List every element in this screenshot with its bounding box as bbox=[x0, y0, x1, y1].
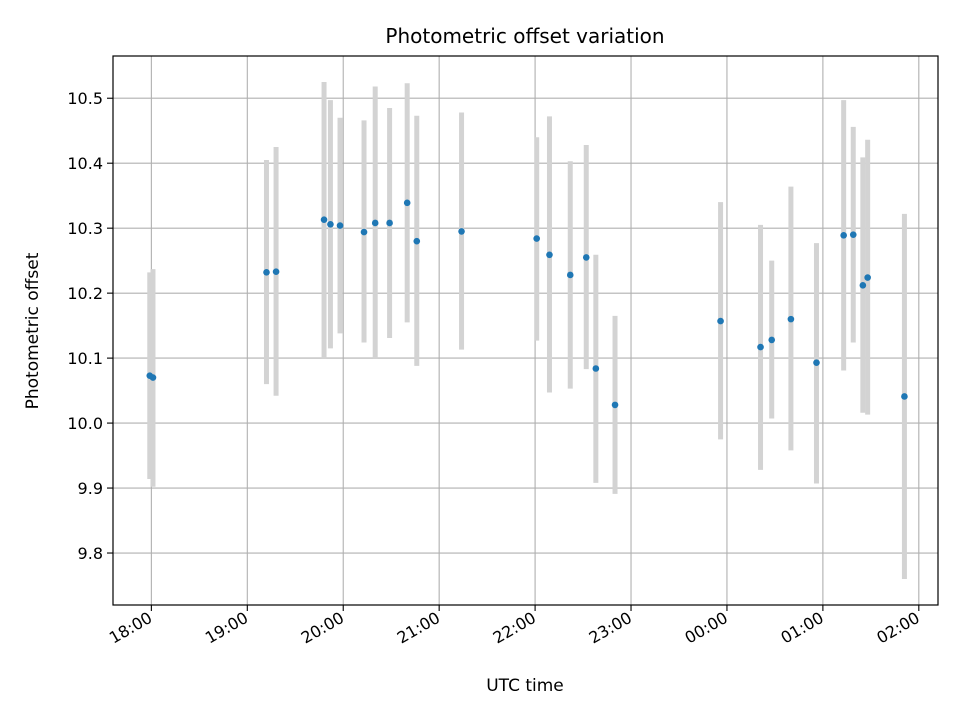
data-point bbox=[371, 219, 379, 227]
data-point bbox=[360, 228, 368, 236]
data-point bbox=[272, 268, 280, 276]
data-point bbox=[717, 317, 724, 325]
data-point bbox=[787, 315, 795, 323]
y-tick-label: 10.4 bbox=[67, 154, 103, 173]
data-point bbox=[320, 216, 328, 224]
data-point bbox=[458, 228, 465, 235]
y-tick-label: 9.8 bbox=[78, 544, 103, 563]
data-point bbox=[403, 199, 411, 207]
data-point bbox=[327, 220, 334, 228]
data-point bbox=[582, 254, 590, 261]
y-tick-label: 10.2 bbox=[67, 284, 103, 303]
grid bbox=[113, 56, 938, 605]
data-point bbox=[386, 219, 393, 227]
y-tick-label: 10.5 bbox=[67, 89, 103, 108]
data-point bbox=[849, 231, 857, 238]
data-point bbox=[336, 222, 344, 229]
data-point bbox=[533, 235, 540, 242]
y-axis-ticks: 9.8 9.9 10.0 10.1 10.2 10.3 10.4 10.5 bbox=[67, 89, 113, 563]
data-point bbox=[546, 251, 553, 259]
data-point bbox=[757, 343, 764, 351]
data-point bbox=[149, 374, 157, 381]
y-tick-label: 9.9 bbox=[78, 479, 103, 498]
y-tick-label: 10.1 bbox=[67, 349, 103, 368]
data-points bbox=[146, 199, 908, 409]
chart-title: Photometric offset variation bbox=[385, 24, 664, 48]
data-point bbox=[901, 393, 908, 400]
y-tick-label: 10.0 bbox=[67, 414, 103, 433]
data-point bbox=[864, 274, 871, 281]
data-point bbox=[611, 401, 619, 409]
data-point bbox=[859, 282, 867, 289]
data-point bbox=[263, 269, 270, 276]
data-point bbox=[813, 359, 820, 366]
data-point bbox=[592, 365, 600, 372]
y-tick-label: 10.3 bbox=[67, 219, 103, 238]
data-point bbox=[566, 271, 574, 279]
data-point bbox=[768, 336, 776, 344]
plot-frame bbox=[112, 55, 939, 606]
data-point bbox=[840, 232, 847, 239]
data-point bbox=[413, 237, 421, 245]
x-axis-title: UTC time bbox=[486, 676, 564, 696]
y-axis-title: Photometric offset bbox=[23, 252, 43, 409]
